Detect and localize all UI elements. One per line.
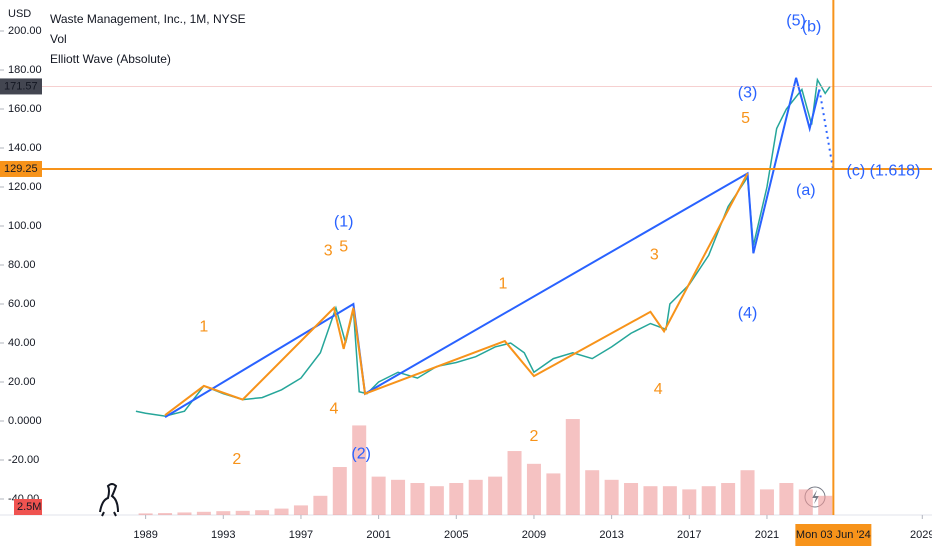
volume-bar	[429, 486, 444, 515]
volume-bar	[158, 513, 173, 515]
wave-label: 4	[654, 381, 663, 398]
volume-bar	[818, 495, 833, 515]
y-tick-label: 140.00	[8, 142, 42, 154]
y-tick-label: 40.00	[8, 337, 36, 349]
volume-bar	[177, 512, 192, 515]
volume-bar	[565, 419, 580, 515]
y-tick-label: 200.00	[8, 25, 42, 37]
price-tag	[0, 160, 42, 177]
x-tick-label: 2001	[366, 529, 390, 541]
volume-bar	[643, 486, 658, 515]
x-tick-label: 2021	[755, 529, 779, 541]
volume-bar	[701, 486, 716, 515]
volume-bar	[274, 508, 289, 515]
x-tick-label: 2017	[677, 529, 701, 541]
volume-bar	[779, 483, 794, 515]
volume-bar	[352, 425, 367, 515]
x-tick-label: 1997	[289, 529, 313, 541]
volume-bar	[721, 483, 736, 515]
volume-bar	[255, 510, 270, 515]
indicator-label: Elliott Wave (Absolute)	[50, 52, 171, 66]
volume-bar	[604, 479, 619, 515]
price-tag	[0, 78, 42, 95]
wave-label: 5	[339, 239, 348, 256]
y-tick-label: 180.00	[8, 64, 42, 76]
wave-label: (2)	[351, 445, 371, 462]
volume-bar	[371, 476, 386, 515]
volume-bar	[293, 505, 308, 515]
volume-bar	[332, 467, 347, 515]
volume-bar	[449, 483, 464, 515]
volume-bar	[624, 483, 639, 515]
volume-bar	[410, 483, 425, 515]
currency-label: USD	[8, 8, 31, 20]
wave-label: 3	[650, 246, 659, 263]
price-tag-label: 129.25	[4, 163, 38, 175]
volume-tag-label: 2.5M	[17, 501, 41, 513]
volume-bar	[682, 489, 697, 515]
volume-bar	[216, 511, 231, 515]
wave-label: (b)	[802, 18, 822, 35]
y-tick-label: 20.00	[8, 376, 36, 388]
volume-bar	[468, 479, 483, 515]
wave-label: (3)	[738, 85, 758, 102]
wave-label: 2	[232, 451, 241, 468]
volume-bar	[196, 511, 211, 515]
volume-bar	[235, 510, 250, 515]
wave-label: (4)	[738, 305, 758, 322]
y-tick-label: -20.00	[8, 454, 39, 466]
date-tag-label: Mon 03 Jun '24	[796, 529, 871, 541]
y-tick-label: 80.00	[8, 259, 36, 271]
volume-bar	[740, 470, 755, 515]
volume-bar	[662, 486, 677, 515]
x-tick-label: 2005	[444, 529, 468, 541]
wave-label: 4	[330, 401, 339, 418]
volume-bar	[313, 495, 328, 515]
x-tick-label: 2009	[522, 529, 546, 541]
wave-label: (c) (1.618)	[847, 163, 921, 180]
volume-bar	[546, 473, 561, 515]
wave-label: 1	[199, 319, 208, 336]
wave-label: (1)	[334, 213, 354, 230]
y-tick-label: 60.00	[8, 298, 36, 310]
chart-title: Waste Management, Inc., 1M, NYSE	[50, 12, 246, 26]
wave-line	[818, 89, 834, 170]
volume-bar	[488, 476, 503, 515]
wave-label: 5	[741, 110, 750, 127]
x-tick-label: 2013	[599, 529, 623, 541]
x-tick-label: 1989	[133, 529, 157, 541]
indicator-label: Vol	[50, 32, 67, 46]
volume-tag	[14, 499, 42, 516]
volume-bar	[507, 451, 522, 515]
wave-label: 3	[324, 243, 333, 260]
volume-bar	[138, 513, 153, 515]
y-tick-label: 100.00	[8, 220, 42, 232]
volume-bar	[585, 470, 600, 515]
volume-bar	[759, 489, 774, 515]
wave-label: (5)	[786, 12, 806, 29]
wave-label: (a)	[796, 182, 816, 199]
y-tick-label: 120.00	[8, 181, 42, 193]
volume-bar	[526, 463, 541, 515]
y-tick-label: 160.00	[8, 103, 42, 115]
price-line	[135, 77, 831, 417]
price-tag-label: 171.57	[4, 80, 38, 92]
volume-bar	[798, 489, 813, 515]
wave-label: 2	[530, 428, 539, 445]
x-tick-label: 1993	[211, 529, 235, 541]
logo	[99, 483, 119, 517]
wave-label: 1	[498, 276, 507, 293]
date-tag	[795, 524, 872, 546]
y-tick-label: 0.0000	[8, 415, 42, 427]
flash-icon-bolt	[812, 490, 819, 504]
x-tick-label: 2029	[910, 529, 932, 541]
volume-bar	[391, 479, 406, 515]
wave-line	[164, 77, 821, 418]
wave-line	[164, 172, 749, 416]
